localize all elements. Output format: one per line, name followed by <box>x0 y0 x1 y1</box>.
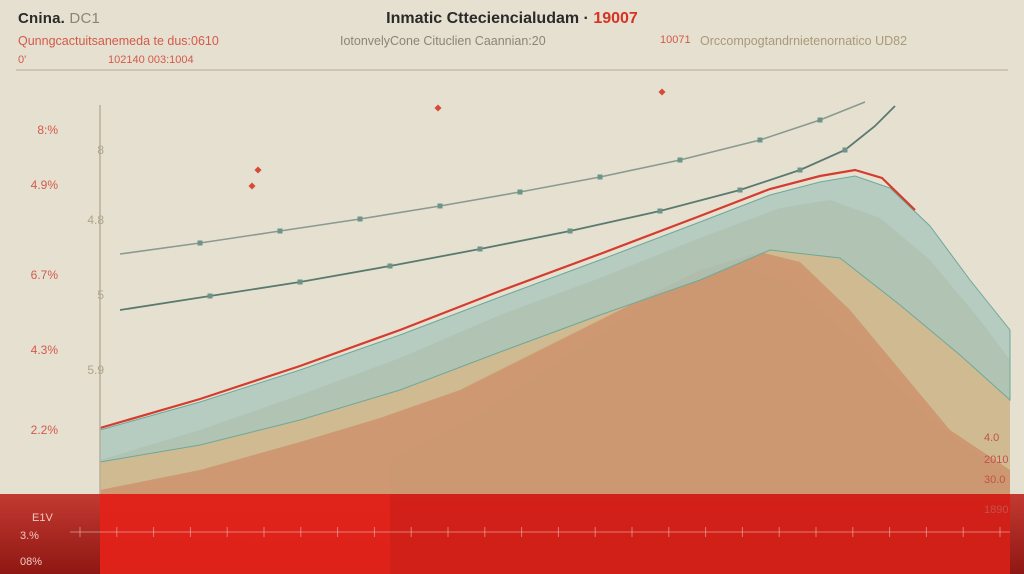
chart-svg <box>0 0 1024 574</box>
subhead-3: Orccompogtandrnietenornatico UD82 <box>700 34 907 48</box>
y-axis-label-olive-3: 5.9 <box>54 363 104 377</box>
header-tiny-mid: 10071 <box>660 34 691 46</box>
header-tiny-left: 0' <box>18 54 26 66</box>
footer-label-2: 08% <box>20 556 42 568</box>
right-axis-label-0: 4.0 <box>984 432 1024 444</box>
y-axis-label-olive-0: 8 <box>54 143 104 157</box>
y-axis-label-olive-1: 4.8 <box>54 213 104 227</box>
footer-label-1: 3.% <box>20 530 39 542</box>
subhead-2: IotonvelyCone Cituclien Caannian:20 <box>340 34 546 48</box>
y-axis-label-red-3: 4.3% <box>8 343 58 357</box>
chart-title-b: 19007 <box>593 10 638 27</box>
footer-label-0: E1V <box>32 512 53 524</box>
right-axis-label-3: 1890 <box>984 504 1024 516</box>
header-tiny-left2: 102140 003:1004 <box>108 54 194 66</box>
y-axis-label-red-1: 4.9% <box>8 178 58 192</box>
right-axis-label-2: 30.0 <box>984 474 1024 486</box>
y-axis-label-red-2: 6.7% <box>8 268 58 282</box>
chart-title: Inmatic Ctteciencialudam · 19007 <box>0 10 1024 28</box>
chart-title-a: Inmatic Ctteciencialudam · <box>386 10 593 27</box>
subhead-1: Qunngcactuitsanemeda te dus:0610 <box>18 34 219 48</box>
y-axis-label-red-0: 8:% <box>8 123 58 137</box>
right-axis-label-1: 2010 <box>984 454 1024 466</box>
y-axis-label-red-4: 2.2% <box>8 423 58 437</box>
y-axis-label-olive-2: 5 <box>54 288 104 302</box>
